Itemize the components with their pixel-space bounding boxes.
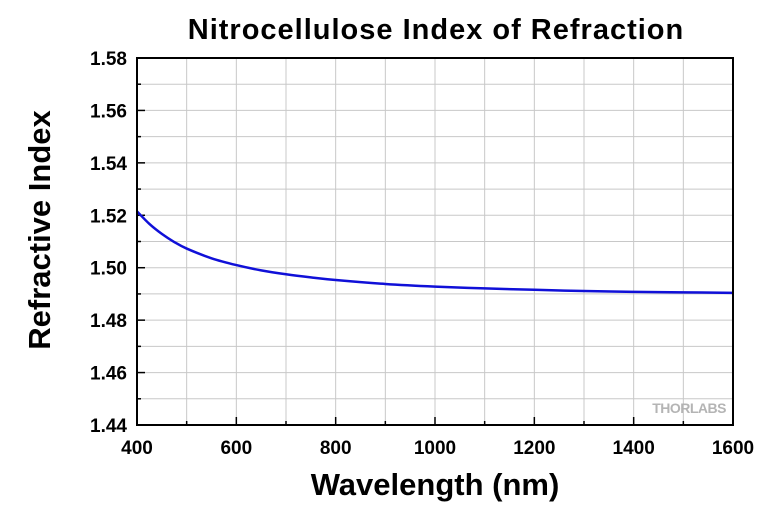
y-axis-title: Refractive Index — [22, 109, 57, 349]
x-tick-label: 1400 — [613, 438, 655, 459]
refractive-index-curve — [136, 210, 734, 295]
x-tick-label: 800 — [320, 438, 352, 459]
x-tick-label: 400 — [121, 438, 153, 459]
y-tick-label: 1.44 — [90, 416, 127, 437]
x-tick-label: 600 — [220, 438, 252, 459]
x-tick-label: 1200 — [513, 438, 555, 459]
y-tick-labels: 1.44 1.46 1.48 1.50 1.52 1.54 1.56 1.58 — [90, 49, 127, 437]
plot-frame — [136, 57, 734, 426]
y-tick-label: 1.50 — [90, 259, 127, 280]
chart-title: Nitrocellulose Index of Refraction — [188, 14, 684, 46]
x-tick-labels: 400 600 800 1000 1200 1400 1600 — [121, 438, 754, 459]
y-tick-label: 1.52 — [90, 206, 127, 227]
grid — [137, 58, 733, 425]
y-tick-label: 1.46 — [90, 364, 127, 385]
y-tick-label: 1.58 — [90, 49, 127, 70]
x-tick-label: 1600 — [712, 438, 754, 459]
thorlabs-logo: THORLABS — [652, 400, 726, 416]
y-tick-label: 1.56 — [90, 101, 127, 122]
y-tick-label: 1.54 — [90, 154, 127, 175]
x-tick-label: 1000 — [414, 438, 456, 459]
x-axis-title: Wavelength (nm) — [311, 467, 560, 502]
y-tick-label: 1.48 — [90, 311, 127, 332]
series-layer — [136, 210, 734, 295]
